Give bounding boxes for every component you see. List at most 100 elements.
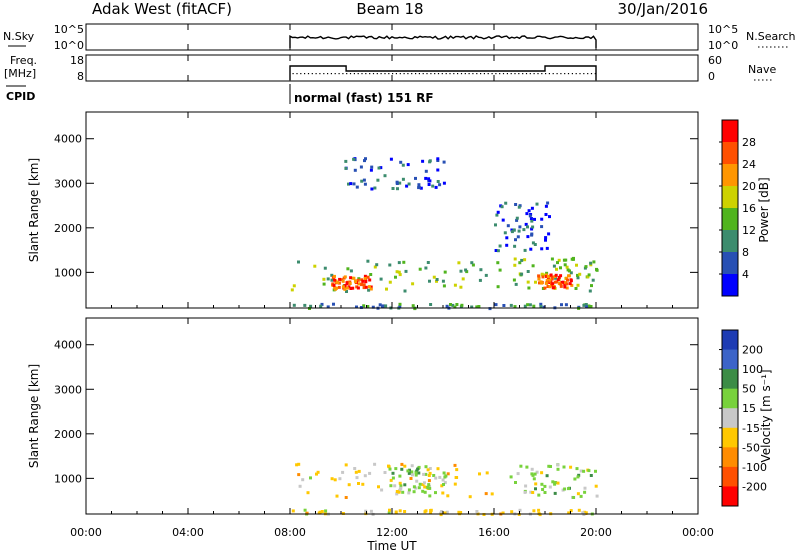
nave-point: [480, 73, 482, 75]
echo-cell: [398, 302, 402, 306]
echo-cell: [525, 212, 529, 216]
echo-cell: [407, 182, 411, 186]
echo-cell: [531, 225, 535, 229]
echo-cell: [539, 305, 543, 308]
nave-point: [353, 73, 355, 75]
echo-cell: [453, 283, 457, 287]
echo-cell: [436, 157, 440, 161]
echo-cell: [530, 219, 534, 223]
cpid-mode: normal (fast) 151 RF: [294, 91, 434, 105]
echo-cell: [330, 273, 334, 277]
echo-cell: [388, 508, 391, 512]
echo-cell: [388, 280, 392, 284]
echo-cell: [292, 303, 296, 307]
echo-cell: [428, 471, 432, 475]
echo-cell: [594, 469, 597, 473]
echo-cell: [544, 236, 548, 240]
echo-cell: [587, 469, 591, 473]
echo-cell: [498, 268, 502, 272]
nave-point: [560, 73, 562, 75]
echo-cell: [471, 263, 475, 267]
echo-cell: [557, 258, 561, 262]
echo-cell: [292, 284, 296, 288]
echo-cell: [546, 285, 550, 288]
echo-cell: [414, 471, 418, 475]
echo-cell: [563, 283, 567, 287]
echo-cell: [421, 159, 425, 163]
echo-cell: [369, 285, 373, 289]
echo-cell: [531, 491, 535, 494]
echo-cell: [343, 284, 347, 288]
echo-cell: [526, 270, 530, 273]
time-axis: 00:00 04:00 08:00 12:00 16:00 20:00 00:00: [70, 24, 714, 539]
echo-cell: [402, 260, 406, 264]
echo-cell: [496, 210, 500, 214]
echo-cell: [568, 269, 571, 273]
echo-cell: [461, 277, 465, 281]
echo-cell: [395, 490, 399, 493]
echo-cell: [565, 286, 569, 290]
echo-cell: [415, 479, 419, 483]
echo-cell: [441, 491, 445, 495]
colorbar-swatch: [722, 186, 738, 209]
echo-cell: [419, 186, 423, 190]
echo-cell: [367, 285, 371, 289]
echo-cell: [352, 157, 356, 161]
echo-cell: [585, 305, 589, 309]
echo-cell: [484, 273, 488, 277]
nave-point: [587, 73, 589, 75]
echo-cell: [517, 229, 521, 233]
echo-cell: [543, 484, 547, 488]
echo-cell: [576, 273, 579, 277]
echo-cell: [576, 492, 580, 496]
colorbar-swatch: [722, 369, 738, 390]
echo-cell: [411, 473, 414, 477]
echo-cell: [584, 303, 588, 306]
echo-cell: [378, 303, 382, 307]
echo-cell: [412, 485, 416, 489]
colorbar-tick-label: 4: [742, 268, 749, 281]
echo-cell: [564, 303, 568, 307]
nave-point: [434, 73, 436, 75]
echo-cell: [398, 474, 402, 478]
echo-cell: [582, 303, 586, 307]
echo-cell: [537, 508, 541, 512]
echo-cell: [360, 179, 364, 183]
echo-cell: [544, 238, 547, 242]
echo-cell: [417, 471, 421, 475]
echo-cell: [401, 163, 405, 167]
echo-cell: [569, 271, 573, 275]
echo-cell: [291, 509, 295, 513]
echo-cell: [438, 475, 442, 479]
nave-point: [522, 73, 524, 75]
echo-cell: [364, 280, 368, 284]
echo-cell: [540, 281, 544, 285]
echo-cell: [502, 304, 506, 307]
echo-cell: [531, 473, 535, 477]
echo-cell: [527, 209, 531, 213]
echo-cell: [553, 491, 557, 495]
echo-cell: [534, 487, 537, 491]
echo-cell: [363, 182, 367, 186]
echo-cell: [363, 474, 367, 478]
echo-cell: [583, 510, 587, 514]
nave-point: [472, 73, 474, 75]
echo-cell: [426, 261, 430, 264]
echo-cell: [347, 182, 350, 186]
colorbar-tick-label: 8: [742, 246, 749, 259]
echo-cell: [385, 287, 388, 291]
echo-cell: [404, 269, 408, 273]
echo-cell: [549, 465, 552, 468]
echo-cell: [393, 484, 397, 488]
echo-cell: [432, 474, 436, 477]
echo-cell: [347, 285, 351, 289]
nave-point: [334, 73, 336, 75]
echo-cell: [540, 247, 544, 251]
echo-cell: [575, 467, 579, 471]
echo-cell: [398, 273, 402, 277]
cpid-label: CPID: [6, 90, 35, 103]
echo-cell: [513, 263, 517, 267]
echo-cell: [397, 261, 401, 265]
nave-point: [392, 73, 394, 75]
echo-cell: [400, 467, 404, 471]
